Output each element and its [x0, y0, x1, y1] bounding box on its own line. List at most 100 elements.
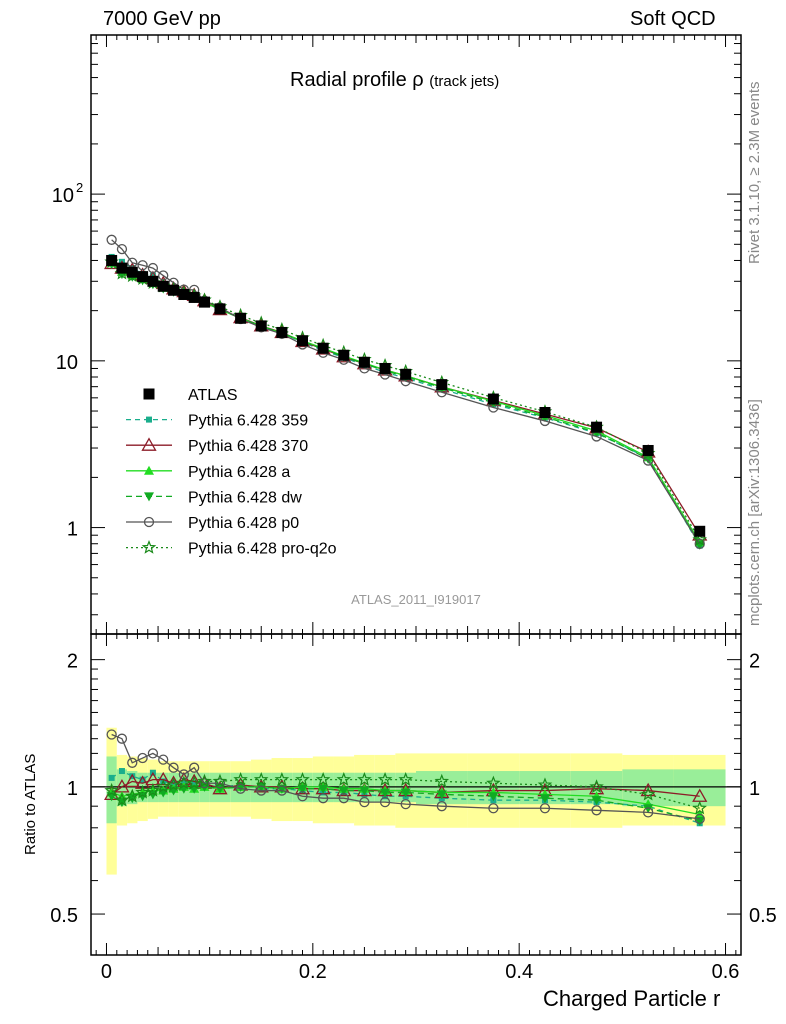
point-ratio-pythia-6-428-p0	[189, 762, 200, 773]
point-ratio-pythia-6-428-p0	[235, 783, 246, 794]
point-ratio-pythia-6-428-pro-q2o	[166, 777, 181, 792]
main-y-tick-exponent: 2	[76, 180, 83, 195]
main-y-tick-label: 10	[56, 352, 78, 374]
point-ratio-pythia-6-428-p0	[359, 797, 370, 808]
point-main-atlas	[255, 320, 267, 332]
point-ratio-pythia-6-428-pro-q2o	[336, 772, 352, 786]
x-tick-label: 0.6	[712, 961, 740, 983]
point-ratio-pythia-6-428-p0	[488, 803, 499, 814]
legend-label-pythia-6-428-370: Pythia 6.428 370	[188, 438, 308, 455]
point-ratio-pythia-6-428-dw	[380, 788, 391, 798]
point-ratio-pythia-6-428-pro-q2o	[274, 772, 290, 786]
point-ratio-pythia-6-428-p0	[116, 733, 128, 744]
ratio-band-inner	[673, 769, 726, 807]
legend-label-pythia-6-428-dw: Pythia 6.428 dw	[188, 489, 302, 506]
point-ratio-pythia-6-428-p0	[400, 799, 411, 810]
point-ratio-pythia-6-428-pro-q2o	[197, 773, 212, 788]
point-ratio-pythia-6-428-p0	[127, 757, 138, 768]
point-main-pythia-6-428-p0	[694, 538, 705, 550]
point-ratio-pythia-6-428-pro-q2o	[135, 784, 150, 799]
point-main-atlas	[116, 262, 128, 274]
point-main-atlas	[487, 393, 499, 405]
header-left-label: 7000 GeV pp	[103, 8, 221, 30]
point-main-atlas	[157, 280, 169, 292]
point-ratio-pythia-6-428-p0	[147, 748, 159, 759]
point-ratio-pythia-6-428-pro-q2o	[434, 773, 450, 788]
point-main-atlas	[297, 335, 309, 347]
series-line-ratio-pythia-6-428-p0	[111, 733, 700, 820]
point-main-atlas	[379, 362, 391, 374]
point-main-atlas	[126, 266, 138, 278]
series-line-main-pythia-6-428-dw	[111, 263, 701, 546]
point-main-atlas	[178, 288, 190, 300]
point-ratio-pythia-6-428-pro-q2o	[315, 772, 331, 786]
legend-label-pythia-6-428-p0: Pythia 6.428 p0	[188, 515, 299, 532]
point-ratio-pythia-6-428-pro-q2o	[253, 772, 269, 786]
point-ratio-pythia-6-428-pro-q2o	[295, 772, 310, 786]
ratio-band-inner	[127, 771, 138, 805]
point-main-atlas	[539, 406, 551, 418]
point-main-atlas	[168, 284, 180, 296]
legend-label-atlas: ATLAS	[188, 387, 238, 404]
point-main-pythia-6-428-dw	[694, 540, 705, 550]
point-ratio-pythia-6-428-pro-q2o	[640, 786, 656, 801]
x-tick-label: 0.4	[505, 961, 533, 983]
point-ratio-pythia-6-428-p0	[338, 793, 349, 804]
legend-marker-atlas	[143, 388, 155, 400]
point-main-atlas	[400, 368, 412, 380]
point-ratio-pythia-6-428-pro-q2o	[186, 775, 202, 790]
point-main-pythia-6-428-p0	[106, 234, 117, 245]
legend-marker-pythia-6-428-p0	[143, 516, 155, 528]
ratio-y-tick-label-right: 1	[749, 778, 760, 800]
point-ratio-pythia-6-428-370	[124, 773, 140, 788]
main-y-tick-label: 1	[67, 519, 78, 541]
ratio-y-tick-label-right: 2	[749, 651, 760, 673]
ratio-y-tick-label-right: 0.5	[749, 905, 777, 927]
point-ratio-pythia-6-428-dw	[488, 792, 499, 802]
point-ratio-pythia-6-428-p0	[642, 807, 654, 818]
ratio-y-tick-label: 0.5	[50, 905, 78, 927]
point-ratio-pythia-6-428-pro-q2o	[398, 772, 413, 786]
point-ratio-pythia-6-428-359	[139, 776, 146, 783]
point-main-atlas	[147, 275, 159, 287]
point-ratio-pythia-6-428-pro-q2o	[692, 800, 708, 815]
x-tick-label: 0	[101, 961, 112, 983]
point-ratio-pythia-6-428-pro-q2o	[233, 772, 248, 786]
point-ratio-pythia-6-428-dw	[318, 784, 329, 794]
point-main-atlas	[106, 254, 118, 266]
legend-marker-pythia-6-428-pro-q2o	[141, 539, 157, 554]
point-main-pythia-6-428-p0	[116, 243, 128, 255]
point-ratio-pythia-6-428-p0	[214, 778, 226, 789]
point-main-atlas	[694, 525, 706, 537]
ratio-band-inner	[116, 769, 128, 807]
x-axis-label: Charged Particle r	[543, 986, 721, 1011]
point-main-atlas	[338, 349, 350, 361]
point-main-atlas	[198, 296, 210, 308]
point-ratio-pythia-6-428-p0	[694, 813, 705, 824]
point-ratio-pythia-6-428-dw	[694, 817, 705, 827]
point-ratio-pythia-6-428-dw	[591, 796, 602, 806]
legend-label-pythia-6-428-a: Pythia 6.428 a	[188, 464, 290, 481]
point-ratio-pythia-6-428-p0	[199, 778, 210, 789]
point-ratio-pythia-6-428-dw	[400, 788, 411, 798]
point-ratio-pythia-6-428-pro-q2o	[537, 777, 553, 792]
point-ratio-pythia-6-428-p0	[137, 752, 148, 764]
point-main-atlas	[188, 291, 200, 303]
point-main-pythia-6-428-p0	[147, 262, 159, 274]
point-ratio-pythia-6-428-p0	[168, 762, 179, 773]
chart-title-suffix: (track jets)	[429, 73, 499, 90]
point-ratio-pythia-6-428-p0	[297, 791, 308, 802]
legend-marker-pythia-6-428-a	[144, 465, 154, 475]
point-main-atlas	[591, 421, 603, 433]
point-ratio-pythia-6-428-370	[155, 771, 171, 786]
point-ratio-pythia-6-428-pro-q2o	[212, 773, 228, 788]
legend-marker-pythia-6-428-370	[141, 437, 157, 451]
point-ratio-pythia-6-428-p0	[436, 801, 447, 812]
point-ratio-pythia-6-428-p0	[539, 803, 551, 814]
point-ratio-pythia-6-428-pro-q2o	[145, 782, 161, 797]
point-ratio-pythia-6-428-p0	[256, 785, 267, 796]
point-main-atlas	[214, 303, 226, 315]
point-ratio-pythia-6-428-pro-q2o	[114, 792, 130, 807]
point-main-atlas	[276, 326, 288, 338]
point-ratio-pythia-6-428-pro-q2o	[357, 772, 372, 786]
